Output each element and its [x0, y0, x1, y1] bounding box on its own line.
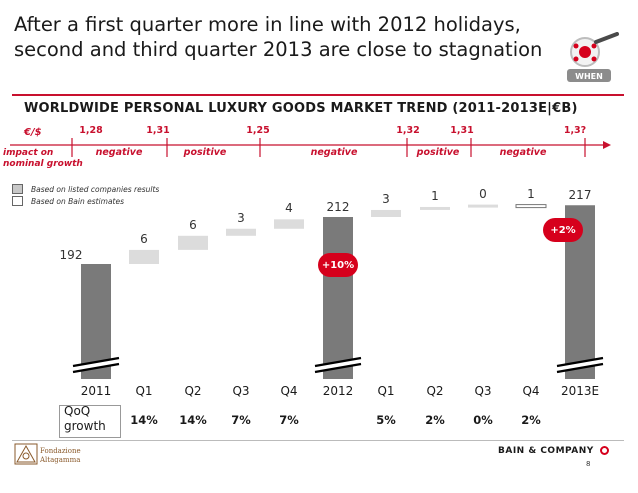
bar-value-label: 6	[140, 231, 148, 246]
qoq-growth-value: 2%	[425, 413, 445, 427]
slide-title-line-1: After a first quarter more in line with …	[14, 13, 521, 36]
growth-badge: +10%	[318, 253, 358, 277]
qoq-growth-value: 14%	[179, 413, 207, 427]
page-number: 8	[586, 460, 591, 468]
axis-break-mark	[314, 356, 362, 374]
bain-logo-icon	[600, 446, 610, 455]
legend-swatch-estimate	[12, 196, 23, 206]
bar-value-label: 212	[326, 200, 350, 214]
increment-bar-3	[226, 228, 256, 236]
increment-bar-9	[515, 204, 547, 209]
qoq-growth-value: 0%	[473, 413, 493, 427]
exchange-rate-value: 1,31	[450, 125, 474, 136]
eur-usd-label: €/$	[24, 127, 42, 138]
axis-break-mark	[556, 356, 604, 374]
legend-item-estimate: Based on Bain estimates	[12, 195, 159, 207]
exchange-rate-value: 1,3?	[563, 125, 587, 136]
increment-bar-8	[468, 204, 498, 208]
total-bar-2012	[323, 217, 353, 379]
when-label: WHEN	[575, 72, 603, 81]
qoq-growth-value: 7%	[279, 413, 299, 427]
footer-divider	[12, 440, 624, 441]
growth-badge: +2%	[543, 218, 583, 242]
x-tick-label: Q3	[474, 384, 492, 398]
foundation-name: Fondazione Altagamma	[40, 447, 81, 465]
bar-value-label: 6	[189, 217, 197, 232]
bar-value-label: 192	[59, 248, 83, 262]
bar-value-label: 4	[285, 201, 293, 216]
bar-value-label: 0	[479, 186, 487, 201]
impact-label-line-1: impact on	[3, 148, 54, 158]
qoq-label-line-1: QoQ	[64, 404, 91, 418]
qoq-growth-value: 2%	[521, 413, 541, 427]
qoq-growth-value: 14%	[130, 413, 158, 427]
qoq-growth-value: 5%	[376, 413, 396, 427]
impact-period-label: negative	[95, 147, 143, 158]
axis-break-mark	[72, 356, 120, 374]
timeline-arrowhead	[603, 141, 611, 149]
x-tick-label: Q2	[426, 384, 444, 398]
bar-value-label: 1	[431, 188, 439, 203]
increment-bar-6	[371, 209, 401, 217]
chart-subtitle: WORLDWIDE PERSONAL LUXURY GOODS MARKET T…	[24, 101, 578, 116]
bain-logo-text: BAIN & COMPANY	[498, 446, 594, 456]
when-magnifier-icon: WHEN	[563, 32, 623, 88]
slide-title: After a first quarter more in line with …	[14, 12, 574, 62]
x-tick-label: Q3	[232, 384, 250, 398]
impact-period-label: negative	[310, 147, 358, 158]
legend-item-listed: Based on listed companies results	[12, 183, 159, 195]
altagamma-logo-icon	[14, 443, 38, 469]
legend-label-estimate: Based on Bain estimates	[31, 196, 125, 206]
legend-swatch-listed	[12, 184, 23, 194]
impact-period-label: negative	[499, 147, 547, 158]
x-tick-label: Q4	[280, 384, 298, 398]
x-tick-label: Q4	[522, 384, 540, 398]
qoq-label-line-2: growth	[64, 419, 106, 433]
qoq-growth-value: 7%	[231, 413, 251, 427]
bar-value-label: 3	[237, 210, 245, 225]
bain-logo: BAIN & COMPANY	[498, 446, 610, 456]
exchange-rate-value: 1,31	[146, 125, 170, 136]
bar-value-label: 1	[527, 186, 535, 201]
legend-label-listed: Based on listed companies results	[31, 184, 160, 194]
x-tick-label: Q1	[135, 384, 153, 398]
x-tick-label: 2011	[80, 384, 112, 398]
x-tick-label: 2012	[322, 384, 354, 398]
foundation-name-line-1: Fondazione	[40, 447, 81, 455]
x-tick-label: Q1	[377, 384, 395, 398]
impact-label: impact on nominal growth	[3, 148, 83, 170]
impact-period-label: positive	[183, 147, 227, 158]
exchange-rate-value: 1,28	[79, 125, 103, 136]
qoq-label-box	[59, 405, 121, 438]
exchange-rate-value: 1,25	[246, 125, 270, 136]
increment-bar-1	[129, 249, 159, 264]
exchange-rate-value: 1,32	[396, 125, 420, 136]
bar-value-label: 3	[382, 191, 390, 206]
impact-period-label: positive	[416, 147, 460, 158]
title-divider	[12, 94, 624, 96]
x-tick-label: 2013E	[560, 384, 600, 398]
impact-label-line-2: nominal growth	[3, 159, 83, 169]
qoq-label: QoQ growth	[64, 404, 106, 434]
legend: Based on listed companies results Based …	[12, 183, 159, 207]
increment-bar-4	[274, 219, 304, 229]
x-tick-label: Q2	[184, 384, 202, 398]
slide-title-line-2: second and third quarter 2013 are close …	[14, 38, 543, 61]
increment-bar-7	[420, 206, 450, 210]
bar-value-label: 217	[568, 188, 592, 203]
foundation-name-line-2: Altagamma	[40, 456, 81, 464]
increment-bar-2	[178, 235, 208, 250]
